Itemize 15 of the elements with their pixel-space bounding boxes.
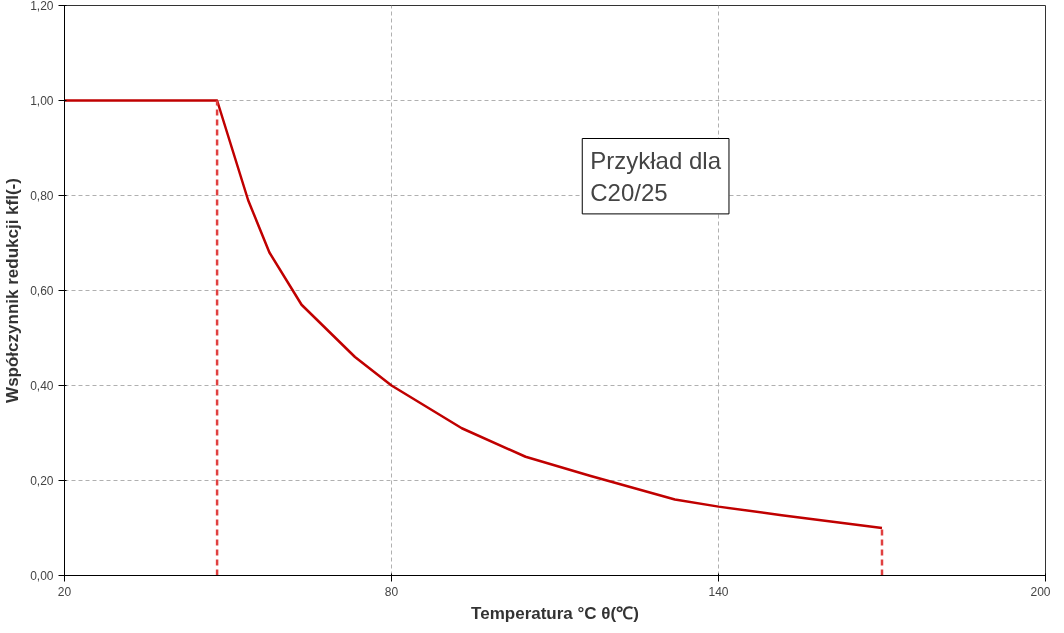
line-series [64, 99, 884, 530]
y-tick-label: 0,00 [30, 569, 54, 583]
x-tick-label: 200 [1030, 584, 1051, 599]
y-tick-label: 1,20 [30, 0, 54, 13]
x-tick-label: 20 [57, 584, 72, 599]
y-tick-label: 0,80 [30, 189, 54, 203]
y-tick-label: 0,20 [30, 474, 54, 488]
y-tick-label: 0,60 [30, 284, 54, 298]
annotation: Przykład dla C20/25 [590, 146, 722, 206]
y-tick-label: 0,40 [30, 379, 54, 393]
x-tick-label: 140 [708, 584, 729, 599]
y-tick-label: 1,00 [30, 94, 54, 108]
x-tick-label: 80 [384, 584, 399, 599]
y-axis-title: Współczynnik redukcji kfl(-) [3, 178, 23, 403]
x-axis-title: Temperatura °C θ(℃) [471, 603, 639, 623]
